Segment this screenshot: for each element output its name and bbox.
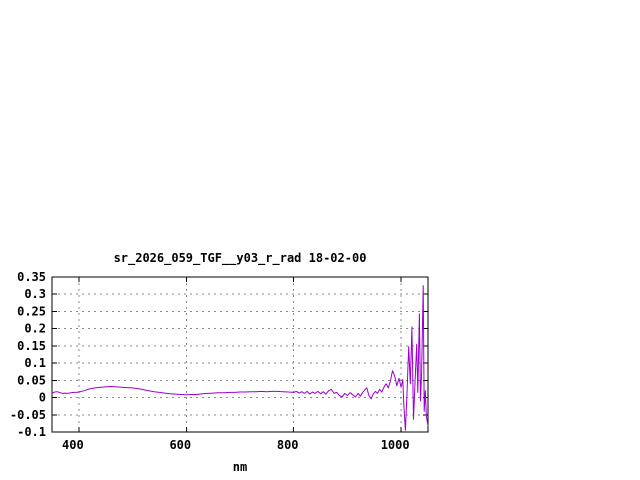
x-tick-label: 1000: [381, 438, 410, 452]
axis-ticks: [52, 276, 428, 433]
x-tick-label: 800: [277, 438, 299, 452]
y-tick-label: 0.3: [24, 287, 46, 301]
y-tick-label: 0.2: [24, 322, 46, 336]
chart-title: sr_2026_059_TGF__y03_r_rad 18-02-00: [113, 251, 367, 265]
x-tick-label: 400: [62, 438, 84, 452]
data-series-line: [51, 285, 429, 431]
y-tick-label: 0: [39, 391, 46, 405]
x-axis-label: nm: [232, 460, 248, 474]
y-tick-label: 0.15: [17, 339, 46, 353]
y-tick-label: 0.05: [17, 373, 46, 387]
x-axis-tick-labels: 400 600 800 1000: [62, 438, 410, 452]
gridlines: [52, 277, 428, 432]
y-tick-label: 0.35: [17, 270, 46, 284]
y-tick-label: 0.25: [17, 304, 46, 318]
y-tick-label: -0.1: [17, 425, 46, 439]
y-tick-label: -0.05: [10, 408, 46, 422]
plot-border: [51, 276, 429, 433]
x-tick-label: 600: [169, 438, 191, 452]
y-tick-label: 0.1: [24, 356, 46, 370]
y-axis-tick-labels: -0.1 -0.05 0 0.05 0.1 0.15 0.2 0.25 0.3 0.35: [10, 270, 46, 439]
